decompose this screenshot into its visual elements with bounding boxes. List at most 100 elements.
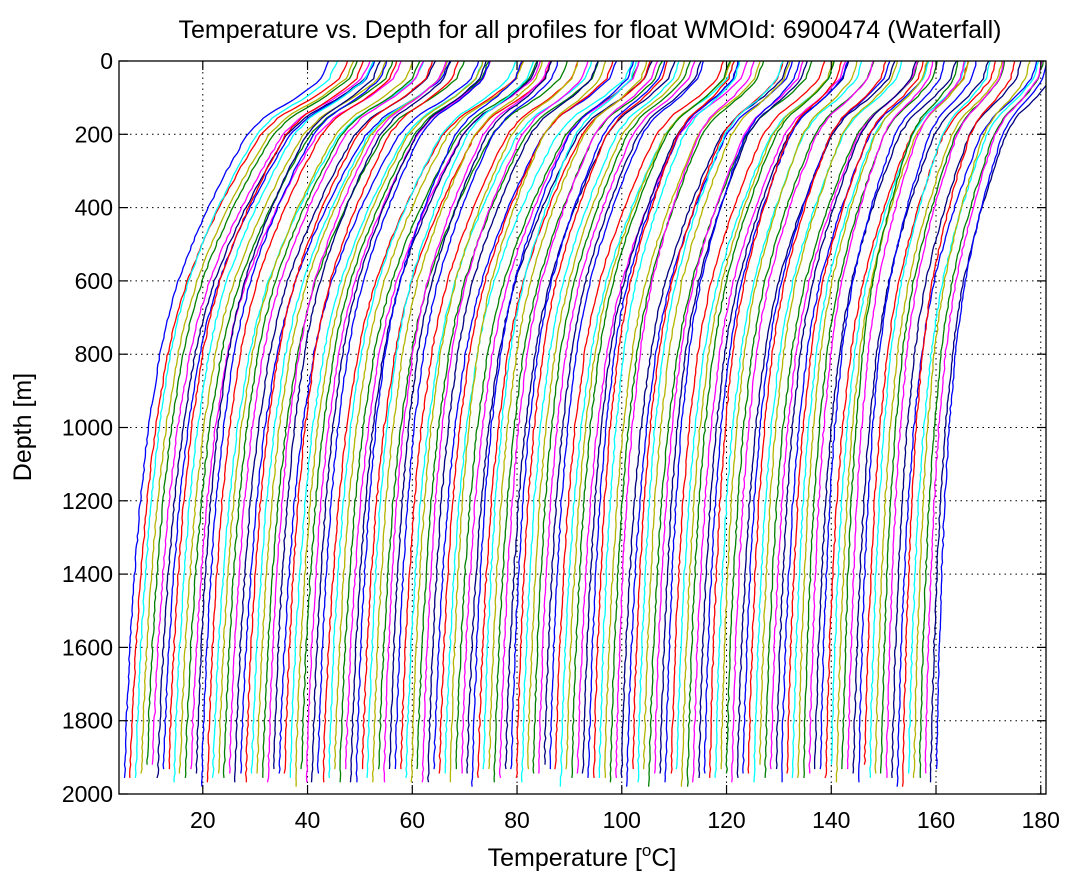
profile-line bbox=[686, 61, 835, 787]
profile-line bbox=[874, 61, 1003, 774]
profile-line bbox=[278, 61, 480, 774]
y-tick-label: 600 bbox=[75, 268, 113, 294]
profile-line bbox=[388, 61, 553, 770]
profile-line bbox=[211, 61, 425, 779]
profile-line bbox=[604, 61, 761, 778]
profile-line bbox=[598, 61, 741, 778]
profile-line bbox=[869, 61, 991, 778]
y-tick-label: 800 bbox=[75, 341, 113, 367]
profile-line bbox=[515, 61, 668, 779]
profile-line bbox=[433, 61, 618, 770]
profile-line bbox=[222, 61, 421, 778]
y-tick-label: 1800 bbox=[62, 708, 113, 734]
profile-line bbox=[791, 61, 930, 778]
profile-line bbox=[680, 61, 835, 787]
profile-line bbox=[244, 61, 434, 783]
profile-line bbox=[377, 61, 568, 770]
profile-line bbox=[554, 61, 725, 770]
profile-line bbox=[912, 61, 1031, 778]
profile-line bbox=[632, 61, 784, 770]
profile-line bbox=[295, 61, 484, 787]
profile-line bbox=[195, 61, 381, 774]
y-tick-label: 1000 bbox=[62, 415, 113, 441]
profile-line bbox=[891, 61, 1022, 778]
profile-line bbox=[421, 61, 589, 783]
profile-line bbox=[824, 61, 969, 779]
profile-line bbox=[361, 61, 552, 770]
y-axis-label: Depth [m] bbox=[9, 373, 37, 481]
profile-line bbox=[769, 61, 918, 770]
profile-line bbox=[316, 61, 491, 774]
profile-line bbox=[819, 61, 946, 770]
profile-line bbox=[178, 61, 387, 774]
profile-line bbox=[620, 61, 789, 779]
profile-line bbox=[647, 61, 813, 787]
profile-line bbox=[334, 61, 525, 770]
profile-line bbox=[200, 61, 388, 787]
profile-line bbox=[571, 61, 731, 778]
x-axis-label: Temperature [oC] bbox=[488, 841, 677, 872]
profile-line bbox=[609, 61, 765, 783]
profile-line bbox=[753, 61, 903, 783]
x-tick-label: 180 bbox=[1022, 807, 1060, 833]
profile-line bbox=[339, 61, 538, 783]
profile-line bbox=[565, 61, 732, 770]
profile-line bbox=[416, 61, 600, 770]
profile-line bbox=[366, 61, 535, 778]
y-tick-label: 1200 bbox=[62, 488, 113, 514]
profile-line bbox=[498, 61, 659, 779]
x-tick-label: 40 bbox=[295, 807, 321, 833]
profile-line bbox=[924, 61, 1043, 774]
x-axis-label-superscript: o bbox=[642, 841, 651, 860]
x-tick-label: 80 bbox=[504, 807, 530, 833]
profile-line bbox=[929, 84, 1046, 783]
profile-line bbox=[747, 61, 887, 774]
profile-line bbox=[709, 61, 843, 778]
profile-line bbox=[841, 61, 959, 770]
profile-line bbox=[129, 61, 349, 778]
profile-line bbox=[140, 61, 355, 774]
profile-line bbox=[349, 61, 539, 783]
profile-line bbox=[250, 61, 448, 774]
profile-line bbox=[482, 61, 638, 770]
profile-line bbox=[146, 61, 358, 765]
plot-area bbox=[118, 60, 1047, 795]
profile-line bbox=[742, 61, 891, 774]
profile-line bbox=[858, 61, 977, 783]
profile-line bbox=[168, 61, 364, 770]
profile-line bbox=[156, 61, 375, 779]
profile-line bbox=[438, 61, 614, 774]
profile-line bbox=[835, 61, 970, 783]
profile-line bbox=[731, 61, 874, 783]
y-tick-label: 200 bbox=[75, 121, 113, 147]
x-tick-label: 60 bbox=[399, 807, 425, 833]
profile-line bbox=[758, 61, 899, 765]
profile-line bbox=[344, 61, 541, 770]
x-tick-label: 100 bbox=[603, 807, 641, 833]
profile-line bbox=[273, 61, 452, 770]
profile-line bbox=[725, 61, 875, 774]
profile-line bbox=[460, 61, 640, 774]
y-tick-label: 0 bbox=[100, 48, 113, 74]
profile-line bbox=[615, 61, 755, 778]
x-tick-label: 20 bbox=[190, 807, 216, 833]
profile-line bbox=[427, 61, 599, 783]
profile-line bbox=[283, 61, 460, 774]
profile-line bbox=[233, 61, 436, 783]
profile-line bbox=[256, 61, 448, 774]
profile-line bbox=[383, 61, 551, 783]
profile-line bbox=[907, 61, 1040, 774]
profile-line bbox=[300, 61, 490, 770]
chart-title: Temperature vs. Depth for all profiles f… bbox=[178, 16, 1001, 44]
y-tick-label: 400 bbox=[75, 195, 113, 221]
profile-line bbox=[328, 61, 517, 778]
profile-line bbox=[476, 61, 651, 779]
profile-line bbox=[405, 61, 593, 779]
profile-line bbox=[355, 61, 523, 783]
profile-line bbox=[510, 61, 666, 770]
x-tick-label: 160 bbox=[917, 807, 955, 833]
profile-line bbox=[240, 61, 451, 774]
profile-line bbox=[692, 61, 847, 783]
profile-line bbox=[775, 61, 917, 770]
